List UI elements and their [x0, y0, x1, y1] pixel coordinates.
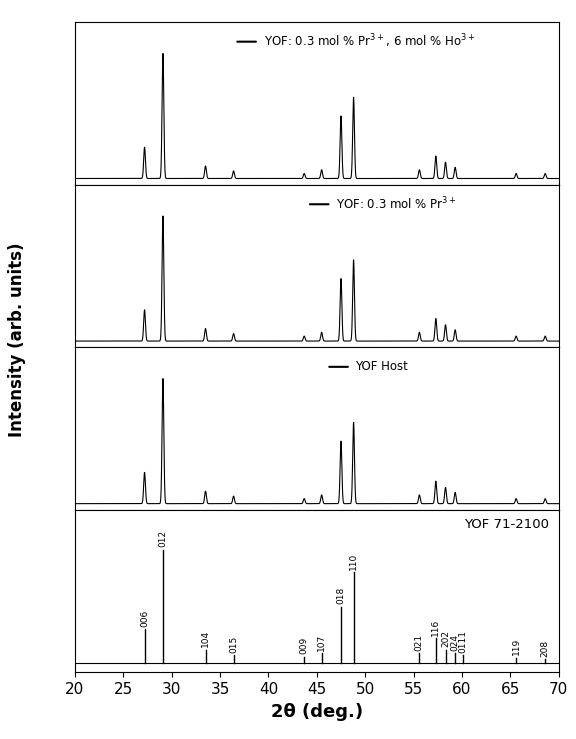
Text: 0111: 0111	[458, 630, 467, 653]
Text: 119: 119	[511, 638, 521, 655]
Text: 021: 021	[415, 634, 424, 651]
Text: 104: 104	[201, 630, 210, 647]
Text: Intensity (arb. units): Intensity (arb. units)	[8, 242, 26, 437]
Text: 006: 006	[140, 610, 149, 627]
Text: 116: 116	[431, 619, 440, 636]
Text: YOF: 0.3 mol % Pr$^{3+}$: YOF: 0.3 mol % Pr$^{3+}$	[336, 196, 457, 213]
Text: YOF: 0.3 mol % Pr$^{3+}$, 6 mol % Ho$^{3+}$: YOF: 0.3 mol % Pr$^{3+}$, 6 mol % Ho$^{3…	[264, 33, 475, 50]
Text: 110: 110	[349, 553, 358, 571]
Text: 024: 024	[450, 634, 460, 651]
Text: 015: 015	[229, 636, 238, 653]
Text: 009: 009	[300, 637, 309, 654]
Text: 208: 208	[541, 639, 550, 656]
Text: 107: 107	[317, 633, 326, 651]
Text: 202: 202	[441, 630, 450, 647]
X-axis label: 2θ (deg.): 2θ (deg.)	[271, 703, 363, 721]
Text: YOF Host: YOF Host	[355, 361, 408, 373]
Text: YOF 71-2100: YOF 71-2100	[464, 518, 549, 531]
Text: 018: 018	[336, 587, 346, 605]
Text: 012: 012	[158, 531, 168, 548]
